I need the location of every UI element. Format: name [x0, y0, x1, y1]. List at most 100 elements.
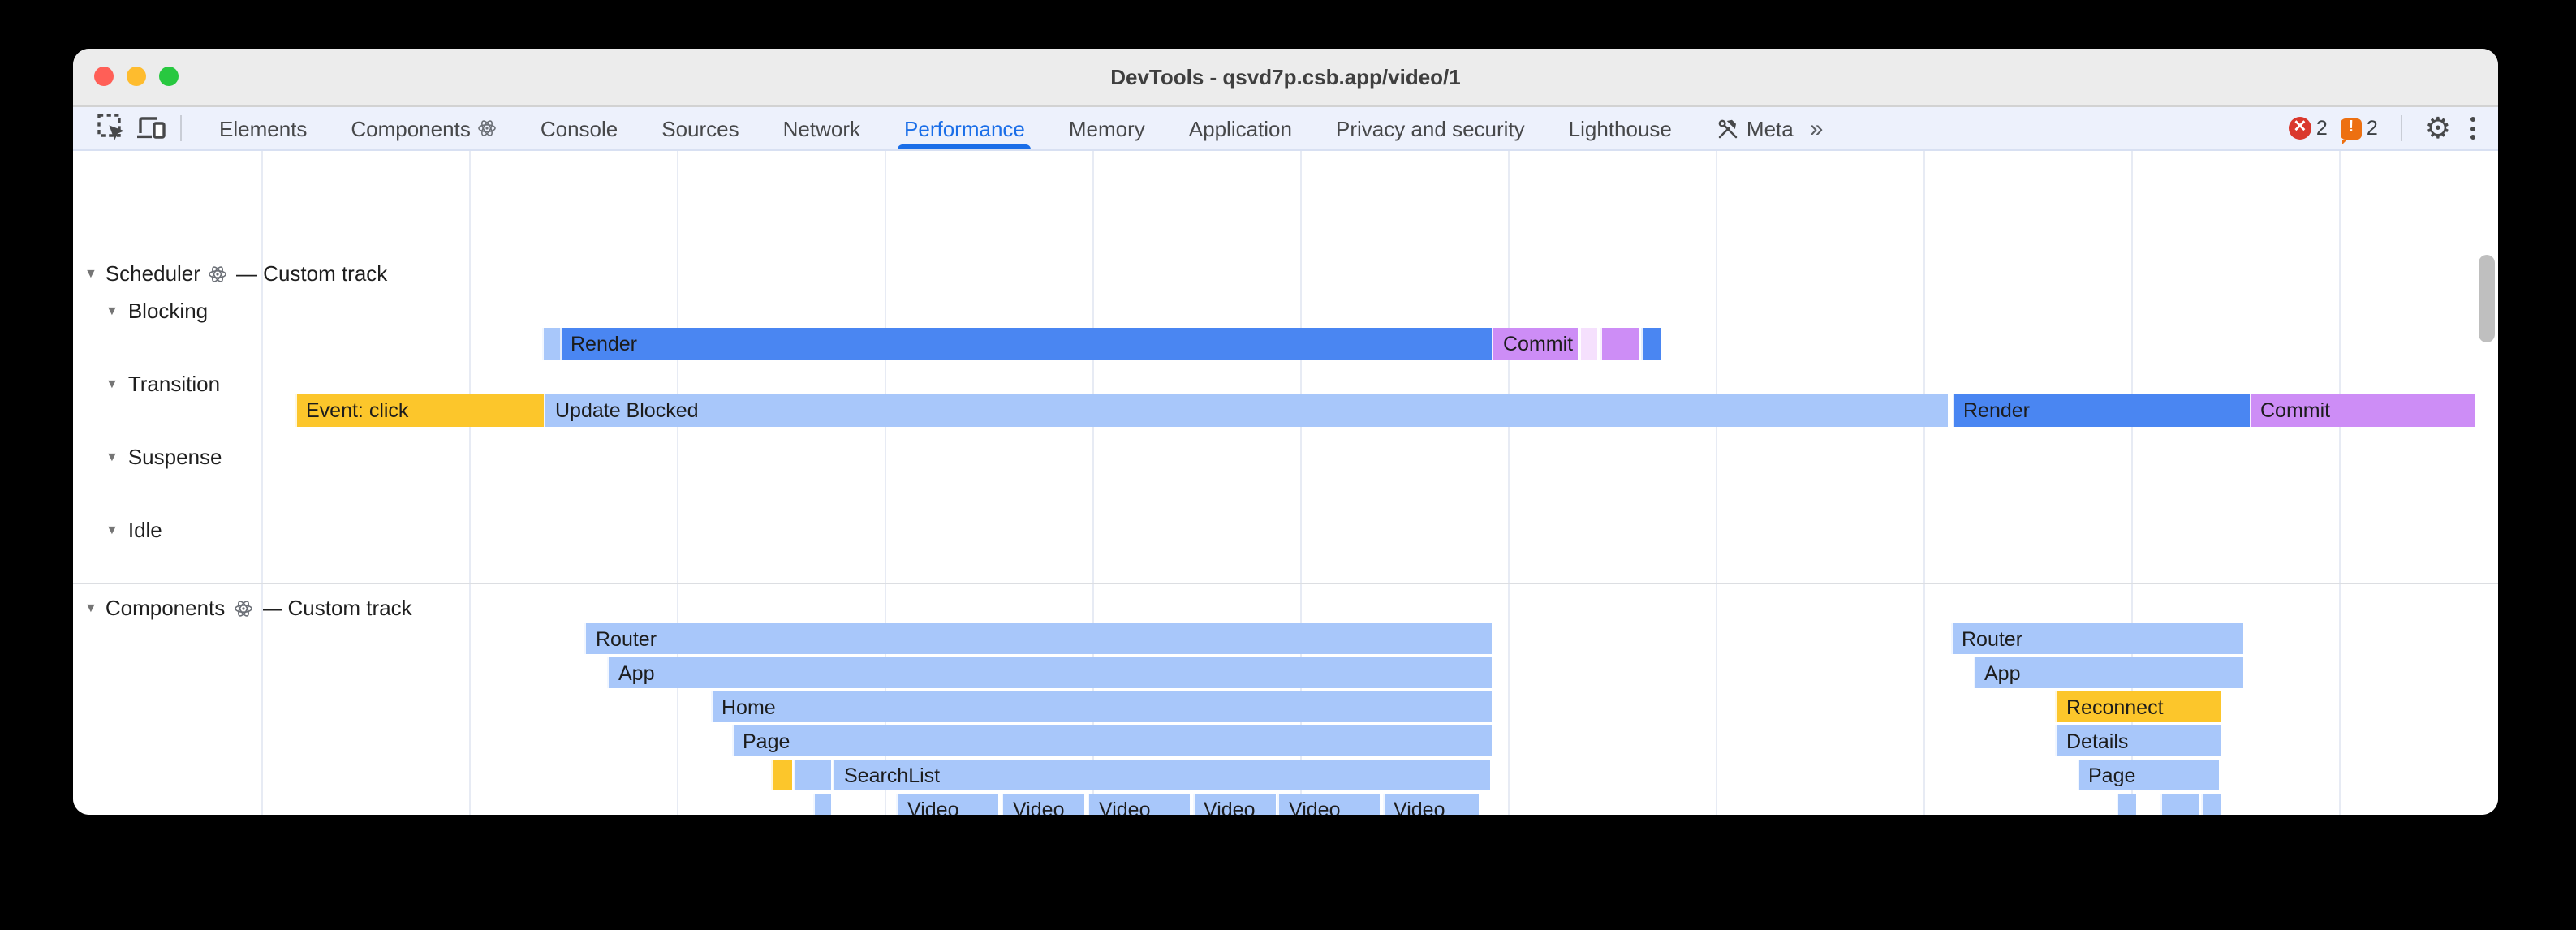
flame-bar[interactable]	[1600, 328, 1639, 360]
tab-sources[interactable]: Sources	[652, 107, 748, 149]
tab-memory[interactable]: Memory	[1059, 107, 1155, 149]
flame-bar[interactable]	[813, 794, 830, 815]
tab-application[interactable]: Application	[1179, 107, 1302, 149]
flame-bar-searchlist[interactable]: SearchList	[833, 760, 1490, 790]
error-count: 2	[2315, 117, 2328, 140]
lane-label-blocking[interactable]: ▼ Blocking	[106, 299, 208, 323]
react-atom-icon	[233, 598, 252, 618]
flame-bar-video[interactable]: Video	[896, 794, 998, 815]
devtools-toolbar: Elements Components Console Sources Network…	[73, 107, 2498, 151]
lane-label-idle[interactable]: ▼ Idle	[106, 518, 162, 542]
collapse-triangle-icon: ▼	[84, 266, 97, 281]
flame-bar-reconnect[interactable]: Reconnect	[2055, 691, 2220, 722]
inspect-element-icon[interactable]	[93, 110, 131, 146]
flame-bar-video[interactable]: Video	[1088, 794, 1189, 815]
gridline	[1092, 151, 1094, 815]
console-warnings-badge[interactable]: ! 2	[2340, 117, 2378, 144]
tab-elements[interactable]: Elements	[209, 107, 317, 149]
react-atom-icon	[209, 264, 228, 283]
lane-label-transition[interactable]: ▼ Transition	[106, 372, 220, 396]
flame-bar-details[interactable]: Details	[2055, 725, 2220, 756]
tab-label: Meta	[1746, 116, 1794, 140]
flame-bar-page[interactable]: Page	[2077, 760, 2219, 790]
tab-components[interactable]: Components	[341, 107, 506, 149]
flame-bar[interactable]	[793, 760, 830, 790]
tab-strip: Elements Components Console Sources Network…	[192, 107, 1803, 149]
console-errors-badge[interactable]: ✕ 2	[2288, 117, 2328, 140]
gridline	[885, 151, 886, 815]
flame-bar-router[interactable]: Router	[584, 623, 1492, 654]
flame-bar-video[interactable]: Video	[1002, 794, 1084, 815]
traffic-lights	[94, 67, 179, 86]
gridline	[677, 151, 678, 815]
flame-bar-update-blocked[interactable]: Update Blocked	[544, 394, 1948, 427]
devtools-window: DevTools - qsvd7p.csb.app/video/1 Elemen…	[73, 49, 2498, 815]
collapse-triangle-icon: ▼	[106, 377, 118, 391]
flame-bar[interactable]	[541, 328, 559, 360]
performance-flame-chart[interactable]: ▼ Scheduler — Custom track ▼ Components …	[73, 151, 2498, 815]
tab-privacy-and-security[interactable]: Privacy and security	[1326, 107, 1535, 149]
track-suffix: — Custom track	[235, 261, 388, 286]
flame-bar-commit[interactable]: Commit	[2249, 394, 2475, 427]
tab-meta[interactable]: Meta	[1706, 107, 1803, 149]
flame-bar-app[interactable]: App	[1973, 657, 2242, 688]
flame-bar-router[interactable]: Router	[1950, 623, 2242, 654]
flame-bar[interactable]	[1640, 328, 1660, 360]
gridline	[1508, 151, 1510, 815]
gridline	[1923, 151, 1925, 815]
lane-label-text: Transition	[127, 372, 221, 396]
tab-network[interactable]: Network	[773, 107, 870, 149]
settings-gear-icon[interactable]: ⚙	[2424, 112, 2451, 144]
collapse-triangle-icon: ▼	[106, 450, 118, 464]
flame-bar-render[interactable]: Render	[1952, 394, 2249, 427]
close-button[interactable]	[94, 67, 114, 86]
react-atom-icon	[478, 120, 496, 136]
tab-performance[interactable]: Performance	[894, 107, 1035, 149]
active-tab-underline	[898, 144, 1032, 149]
tab-label: Memory	[1068, 116, 1145, 140]
toolbar-right-cluster: ✕ 2 ! 2 ⚙	[2288, 112, 2482, 144]
collapse-triangle-icon: ▼	[106, 523, 118, 537]
toolbar-separator	[2400, 115, 2402, 141]
gridline	[2339, 151, 2341, 815]
lane-label-text: Suspense	[127, 445, 222, 469]
flame-bar[interactable]	[2200, 794, 2220, 815]
track-header-scheduler[interactable]: ▼ Scheduler — Custom track	[84, 261, 387, 286]
track-divider	[73, 583, 2498, 584]
flame-bar[interactable]	[770, 760, 791, 790]
error-icon: ✕	[2288, 117, 2311, 140]
flame-bar[interactable]	[2117, 794, 2136, 815]
track-suffix: — Custom track	[261, 596, 412, 620]
kebab-menu-icon[interactable]	[2464, 117, 2482, 140]
more-tabs-button[interactable]: »	[1809, 114, 1824, 142]
flame-bar-app[interactable]: App	[607, 657, 1492, 688]
flame-bar[interactable]	[2160, 794, 2199, 815]
lane-label-suspense[interactable]: ▼ Suspense	[106, 445, 222, 469]
gridline	[1716, 151, 1717, 815]
flame-bar-video[interactable]: Video	[1192, 794, 1276, 815]
tab-label: Network	[782, 116, 861, 140]
flame-bar-event-click[interactable]: Event: click	[295, 394, 544, 427]
minimize-button[interactable]	[127, 67, 146, 86]
flame-bar-page[interactable]: Page	[731, 725, 1492, 756]
gridline	[261, 151, 263, 815]
flame-bar-commit[interactable]: Commit	[1492, 328, 1577, 360]
tab-label: Components	[351, 116, 471, 140]
toolbar-separator	[180, 115, 182, 141]
flame-bar-video[interactable]: Video	[1382, 794, 1479, 815]
tab-label: Application	[1188, 116, 1292, 140]
tab-lighthouse[interactable]: Lighthouse	[1559, 107, 1682, 149]
track-title: Components	[105, 596, 226, 620]
track-header-components[interactable]: ▼ Components — Custom track	[84, 596, 412, 620]
tab-label: Lighthouse	[1568, 116, 1672, 140]
flame-bar-video[interactable]: Video	[1277, 794, 1380, 815]
vertical-scrollbar-thumb[interactable]	[2479, 255, 2495, 342]
lane-label-text: Idle	[127, 518, 162, 542]
flame-bar[interactable]	[1579, 328, 1597, 360]
flame-bar-home[interactable]: Home	[710, 691, 1492, 722]
flame-bar-render[interactable]: Render	[559, 328, 1492, 360]
device-toolbar-icon[interactable]	[131, 110, 170, 146]
tab-console[interactable]: Console	[531, 107, 627, 149]
zoom-button[interactable]	[159, 67, 179, 86]
